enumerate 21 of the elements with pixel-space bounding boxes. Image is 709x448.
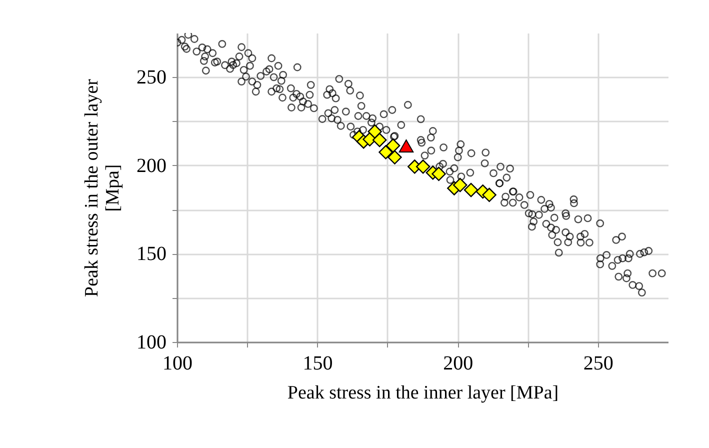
x-tick-label: 100 [162,352,192,374]
x-tick-label: 200 [443,352,474,374]
point [482,188,496,202]
point [386,138,400,153]
y-tick-label: 250 [136,66,166,89]
point [452,178,468,192]
point [368,124,382,139]
x-axis-title: Peak stress in the inner layer [MPa] [287,382,559,404]
point [372,132,387,148]
point [378,145,393,160]
x-tick-label: 250 [583,352,614,374]
point [432,166,446,182]
y-tick-label: 100 [136,332,166,354]
point [398,140,414,152]
point [464,182,478,198]
x-tick-label: 150 [302,352,333,374]
point [388,150,402,164]
y-tick-label: 150 [136,243,166,266]
point [416,160,430,174]
y-tick-label: 200 [136,154,166,177]
y-axis-title: Peak stress in the outer layer [Mpa] [82,78,124,297]
